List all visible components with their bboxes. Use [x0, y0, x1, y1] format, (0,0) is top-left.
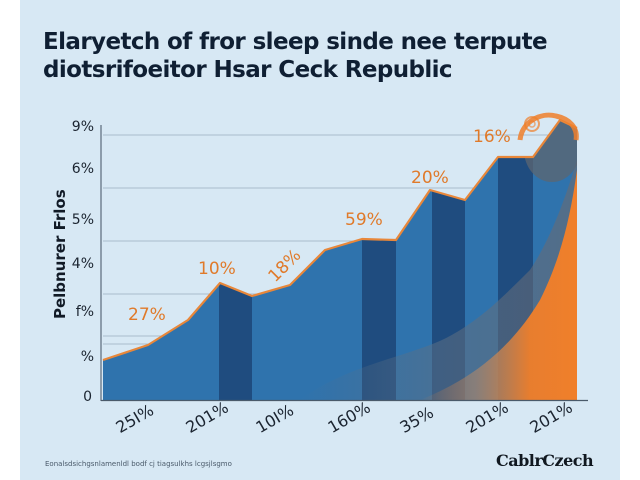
y-tick: 0	[83, 389, 92, 405]
data-label: 20%	[411, 168, 449, 188]
y-tick: 9%	[71, 119, 94, 135]
data-label: 16%	[473, 127, 511, 147]
y-tick: 6%	[71, 161, 94, 177]
chart-title-line-2: diotsrifoeitor Hsar Ceck Republic	[43, 57, 453, 83]
y-axis-label: Pelbnurer Frlos	[51, 189, 69, 319]
y-tick: 4%	[71, 256, 94, 272]
source-note: Eonalsdsichgsnlamenldl bodf cj tiagsulkh…	[45, 460, 232, 468]
data-label: 10%	[198, 259, 236, 279]
chart-title-line-1: Elaryetch of fror sleep sinde nee terput…	[43, 29, 548, 55]
swirl-decoration	[517, 112, 579, 141]
y-tick: %	[80, 349, 94, 365]
data-label: 27%	[128, 305, 166, 325]
data-label: 59%	[345, 210, 383, 230]
area-outline	[102, 118, 578, 362]
y-tick: 5%	[71, 212, 94, 228]
y-tick: f%	[75, 304, 94, 320]
brand-logo: CablrCzech	[496, 451, 594, 470]
chart-title: Elaryetch of fror sleep sinde nee terput…	[43, 28, 548, 84]
